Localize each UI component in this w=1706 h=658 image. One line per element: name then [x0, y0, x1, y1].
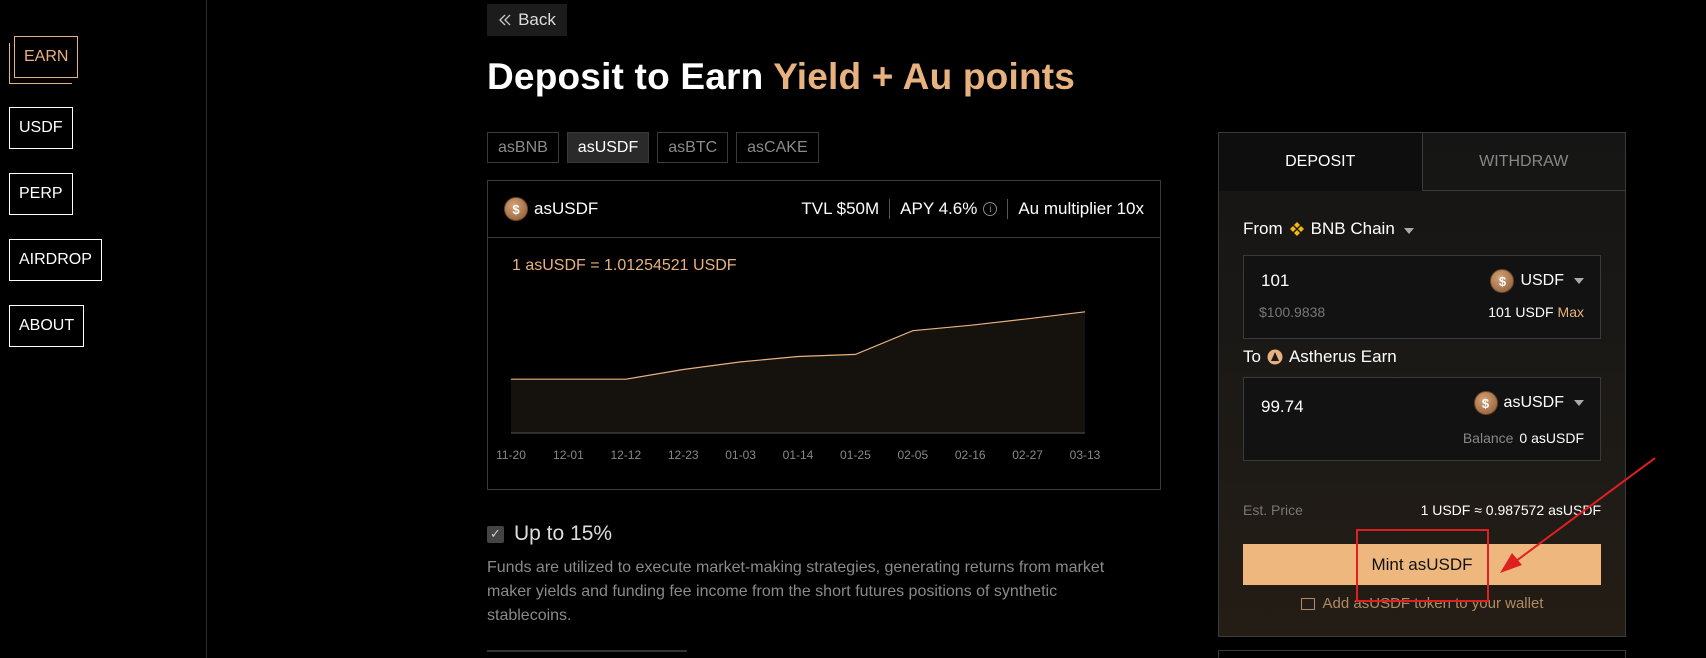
check-icon: ✓ — [487, 525, 504, 543]
max-button[interactable]: Max — [1557, 304, 1584, 320]
page-title: Deposit to Earn Yield + Au points — [487, 56, 1075, 98]
back-button[interactable]: Back — [487, 4, 567, 36]
from-amount-input[interactable] — [1259, 270, 1409, 292]
x-tick-label: 11-20 — [496, 448, 526, 462]
token-name: $ asUSDF — [504, 197, 598, 221]
to-token-select[interactable]: $ asUSDF — [1473, 391, 1584, 415]
asusdf-coin-icon: $ — [504, 197, 528, 221]
from-token-select[interactable]: $ USDF — [1490, 269, 1584, 293]
panel-tabs: DEPOSIT WITHDRAW — [1219, 133, 1625, 191]
chart-header: $ asUSDF TVL $50M APY 4.6% i Au multipli… — [488, 181, 1160, 238]
from-balance: 101 USDF Max — [1488, 304, 1584, 320]
tab-asbtc[interactable]: asBTC — [657, 132, 729, 163]
x-tick-label: 12-12 — [610, 448, 641, 462]
double-chevron-left-icon — [499, 14, 511, 26]
next-feature-partial — [487, 650, 687, 658]
to-label: To — [1243, 347, 1261, 366]
multiplier-stat: Au multiplier 10x — [1008, 199, 1144, 219]
token-chart-card: $ asUSDF TVL $50M APY 4.6% i Au multipli… — [487, 180, 1161, 490]
nav-airdrop[interactable]: AIRDROP — [9, 239, 102, 281]
x-tick-label: 01-25 — [840, 448, 871, 462]
astherus-logo-icon — [1267, 349, 1283, 365]
x-tick-label: 02-27 — [1012, 448, 1043, 462]
tab-asbnb[interactable]: asBNB — [487, 132, 559, 163]
from-label: From — [1243, 219, 1283, 238]
next-panel-partial — [1218, 650, 1626, 658]
est-price-value: 1 USDF ≈ 0.987572 asUSDF — [1420, 502, 1601, 518]
from-token-label: USDF — [1520, 272, 1564, 289]
tvl-stat: TVL $50M — [791, 199, 891, 219]
from-balance-value: 101 USDF — [1488, 304, 1554, 320]
nav-perp[interactable]: PERP — [9, 173, 73, 215]
add-wallet-label: Add asUSDF token to your wallet — [1322, 595, 1544, 612]
chart-line — [511, 311, 1086, 380]
wallet-icon — [1300, 597, 1315, 610]
x-tick-label: 02-05 — [897, 448, 928, 462]
chevron-down-icon — [1574, 400, 1584, 406]
x-tick-label: 01-03 — [725, 448, 756, 462]
x-tick-label: 12-23 — [668, 448, 699, 462]
deposit-panel: DEPOSIT WITHDRAW From BNB Chain $100.983… — [1218, 132, 1626, 637]
exchange-rate: 1 asUSDF = 1.01254521 USDF — [512, 257, 737, 274]
bnb-icon — [1289, 222, 1304, 236]
multiplier-value: Au multiplier 10x — [1018, 199, 1144, 218]
add-to-wallet-link[interactable]: Add asUSDF token to your wallet — [1219, 595, 1625, 612]
tab-ascake[interactable]: asCAKE — [736, 132, 819, 163]
to-input-box: $ asUSDF Balance 0 asUSDF — [1243, 377, 1601, 461]
chart-area — [511, 311, 1085, 433]
sidebar: EARN USDF PERP AIRDROP ABOUT — [0, 0, 207, 658]
feature-section: ✓ Up to 15% Funds are utilized to execut… — [487, 522, 1127, 628]
x-tick-label: 02-16 — [955, 448, 986, 462]
est-price-label: Est. Price — [1243, 502, 1303, 518]
page-title-prefix: Deposit to Earn — [487, 56, 764, 97]
chain-selector[interactable]: BNB Chain — [1311, 219, 1414, 239]
mint-button[interactable]: Mint asUSDF — [1243, 544, 1601, 585]
asusdf-coin-icon: $ — [1473, 391, 1498, 415]
balance-label: Balance — [1462, 430, 1514, 446]
chevron-down-icon — [1574, 278, 1584, 284]
feature-description: Funds are utilized to execute market-mak… — [487, 559, 1105, 624]
nav-usdf[interactable]: USDF — [9, 107, 73, 149]
to-balance-value: 0 asUSDF — [1519, 430, 1584, 446]
to-target: Astherus Earn — [1288, 347, 1397, 366]
page-title-accent: Yield + Au points — [773, 56, 1076, 97]
feature-title-label: Up to 15% — [514, 522, 613, 545]
to-amount-input[interactable] — [1259, 396, 1409, 418]
from-row: From BNB Chain — [1243, 219, 1414, 239]
tvl-value: TVL $50M — [801, 199, 880, 218]
x-tick-label: 12-01 — [553, 448, 584, 462]
usdf-coin-icon: $ — [1490, 269, 1515, 293]
to-balance: Balance 0 asUSDF — [1463, 430, 1584, 446]
apy-stat: APY 4.6% i — [890, 199, 1009, 219]
est-price-row: Est. Price 1 USDF ≈ 0.987572 asUSDF — [1243, 502, 1601, 518]
to-row: To Astherus Earn — [1243, 347, 1397, 367]
token-stats: TVL $50M APY 4.6% i Au multiplier 10x — [791, 199, 1144, 219]
tab-asusdf[interactable]: asUSDF — [566, 132, 650, 163]
tab-deposit[interactable]: DEPOSIT — [1219, 133, 1423, 191]
nav-about[interactable]: ABOUT — [9, 305, 85, 347]
token-name-label: asUSDF — [534, 199, 599, 218]
feature-title: ✓ Up to 15% — [487, 522, 1127, 546]
nav-earn[interactable]: EARN — [8, 36, 79, 84]
rate-chart: 11-20 12-01 12-12 12-23 01-03 01-14 01-25 02-05… — [496, 311, 1101, 462]
chain-name: BNB Chain — [1310, 219, 1395, 238]
to-token-label: asUSDF — [1503, 394, 1564, 411]
token-tabs: asBNB asUSDF asBTC asCAKE — [487, 132, 819, 163]
x-tick-label: 01-14 — [783, 448, 814, 462]
apy-value: APY 4.6% — [900, 199, 978, 218]
from-usd-value: $100.9838 — [1259, 304, 1326, 320]
info-icon[interactable]: i — [983, 202, 998, 216]
x-tick-label: 03-13 — [1070, 448, 1101, 462]
tab-withdraw[interactable]: WITHDRAW — [1422, 133, 1625, 191]
back-label: Back — [518, 10, 556, 29]
chevron-down-icon — [1403, 228, 1414, 234]
